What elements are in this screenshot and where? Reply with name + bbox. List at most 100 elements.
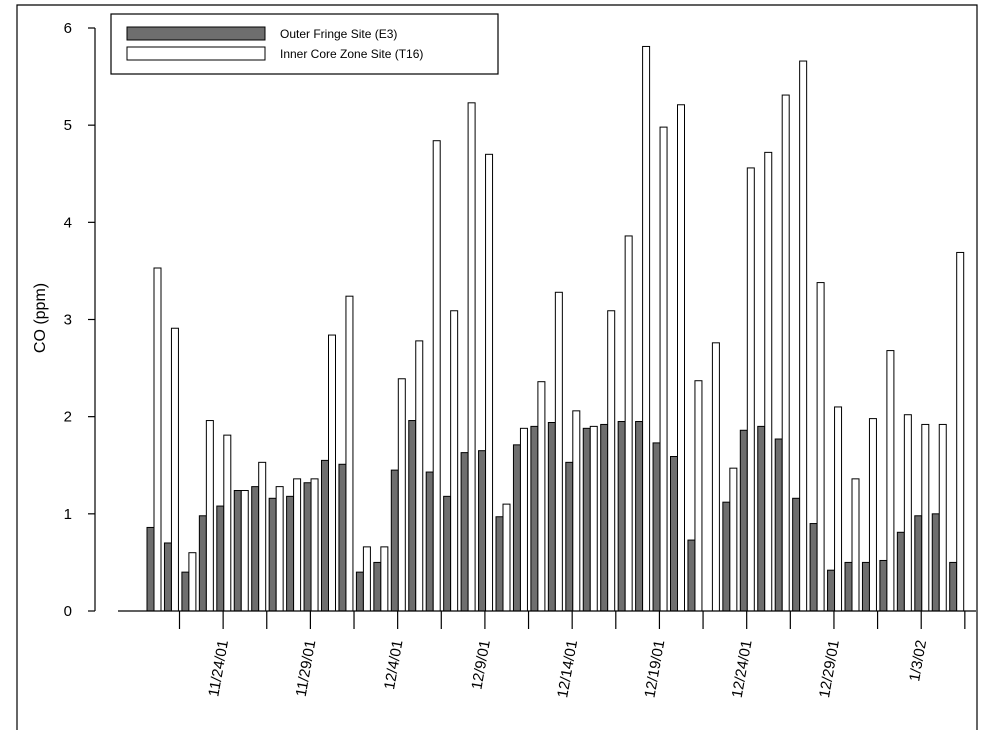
bar-outer-fringe bbox=[390, 469, 399, 612]
bar-outer-fringe bbox=[198, 515, 207, 612]
bar-inner-core bbox=[258, 461, 267, 612]
legend-label: Outer Fringe Site (E3) bbox=[280, 27, 397, 41]
bar-inner-core bbox=[607, 310, 616, 612]
bar-outer-fringe bbox=[216, 505, 225, 612]
bar-outer-fringe bbox=[687, 539, 696, 612]
y-axis-label: CO (ppm) bbox=[32, 283, 49, 353]
bar-inner-core bbox=[903, 414, 912, 612]
y-tick-label: 5 bbox=[64, 117, 72, 134]
y-axis-ticks: 0 1 2 3 4 5 6 bbox=[64, 20, 95, 620]
x-tick-label: 12/19/01 bbox=[641, 639, 668, 699]
bar-inner-core bbox=[764, 151, 773, 612]
bar-outer-fringe bbox=[425, 471, 434, 612]
bar-inner-core bbox=[223, 434, 232, 612]
bar-inner-core bbox=[450, 310, 459, 612]
bar-inner-core bbox=[886, 350, 895, 612]
x-tick-label: 12/14/01 bbox=[554, 639, 581, 699]
legend-box bbox=[110, 13, 499, 75]
bar-outer-fringe bbox=[844, 561, 853, 612]
bar-outer-fringe bbox=[443, 495, 452, 612]
bar-inner-core bbox=[851, 478, 860, 612]
bar-outer-fringe bbox=[286, 495, 295, 612]
bar-inner-core bbox=[781, 94, 790, 612]
bar-inner-core bbox=[240, 490, 249, 612]
y-tick-label: 0 bbox=[64, 603, 72, 620]
bar-outer-fringe bbox=[251, 486, 260, 612]
bar-inner-core bbox=[362, 546, 371, 612]
bar-inner-core bbox=[729, 467, 738, 612]
bar-outer-fringe bbox=[303, 482, 312, 612]
x-tick-label: 12/29/01 bbox=[816, 639, 843, 699]
y-tick-label: 4 bbox=[64, 214, 72, 231]
legend: Outer Fringe Site (E3) Inner Core Zone Si… bbox=[110, 13, 499, 75]
bar-outer-fringe bbox=[617, 421, 626, 612]
bar-outer-fringe bbox=[495, 516, 504, 612]
bar-outer-fringe bbox=[181, 571, 190, 612]
bar-inner-core bbox=[153, 267, 162, 612]
bar-inner-core bbox=[485, 153, 494, 612]
bar-outer-fringe bbox=[792, 497, 801, 612]
bar-outer-fringe bbox=[355, 571, 364, 612]
bar-outer-fringe bbox=[722, 501, 731, 612]
bar-outer-fringe bbox=[530, 425, 539, 612]
bar-outer-fringe bbox=[582, 427, 591, 612]
y-tick-label: 6 bbox=[64, 20, 72, 37]
bar-outer-fringe bbox=[373, 561, 382, 612]
bar-inner-core bbox=[624, 235, 633, 612]
bar-inner-core bbox=[415, 340, 424, 612]
x-tick-label: 1/3/02 bbox=[906, 639, 930, 683]
bar-outer-fringe bbox=[827, 569, 836, 612]
bar-inner-core bbox=[868, 418, 877, 612]
bar-outer-fringe bbox=[565, 461, 574, 612]
bar-inner-core bbox=[834, 406, 843, 612]
y-tick-label: 2 bbox=[64, 409, 72, 426]
bar-outer-fringe bbox=[408, 420, 417, 612]
bars-group bbox=[146, 45, 965, 612]
x-tick-label: 12/4/01 bbox=[381, 639, 406, 691]
bar-outer-fringe bbox=[652, 442, 661, 612]
bar-inner-core bbox=[205, 420, 214, 612]
bar-outer-fringe bbox=[896, 531, 905, 612]
x-tick-label: 12/9/01 bbox=[468, 639, 493, 691]
bar-outer-fringe bbox=[879, 559, 888, 612]
bar-outer-fringe bbox=[670, 456, 678, 612]
bar-inner-core bbox=[380, 546, 389, 612]
bar-inner-core bbox=[572, 410, 581, 612]
bar-inner-core bbox=[956, 251, 965, 612]
bar-inner-core bbox=[170, 327, 179, 612]
x-tick-label: 11/24/01 bbox=[205, 639, 232, 698]
bar-inner-core bbox=[537, 381, 546, 612]
bar-inner-core bbox=[345, 295, 354, 612]
bar-outer-fringe bbox=[321, 459, 329, 612]
bar-outer-fringe bbox=[460, 452, 469, 612]
bar-outer-fringe bbox=[774, 438, 783, 612]
bar-outer-fringe bbox=[914, 515, 923, 612]
bar-inner-core bbox=[711, 342, 720, 612]
x-tick-label: 12/24/01 bbox=[729, 639, 756, 699]
outer-frame bbox=[16, 4, 978, 730]
bar-outer-fringe bbox=[600, 423, 609, 612]
bar-inner-core bbox=[677, 104, 685, 612]
bar-inner-core bbox=[188, 552, 197, 612]
bar-outer-fringe bbox=[233, 490, 242, 612]
bar-inner-core bbox=[816, 282, 825, 612]
legend-label: Inner Core Zone Site (T16) bbox=[280, 47, 423, 61]
bar-outer-fringe bbox=[478, 450, 487, 612]
bar-inner-core bbox=[799, 60, 808, 612]
x-axis-ticks: 11/24/01 11/29/01 12/4/01 12/9/01 12/14/01 12… bbox=[178, 611, 966, 699]
bar-outer-fringe bbox=[809, 523, 818, 612]
bar-inner-core bbox=[432, 140, 441, 612]
y-tick-label: 1 bbox=[64, 506, 72, 523]
bar-inner-core bbox=[642, 45, 651, 612]
bar-inner-core bbox=[694, 380, 703, 612]
x-tick-label: 11/29/01 bbox=[293, 639, 320, 698]
bar-inner-core bbox=[275, 486, 284, 612]
legend-swatch bbox=[126, 26, 266, 41]
bar-inner-core bbox=[589, 425, 598, 612]
bar-inner-core bbox=[921, 423, 930, 612]
chart-frame bbox=[16, 4, 978, 730]
bar-outer-fringe bbox=[949, 561, 958, 612]
bar-outer-fringe bbox=[512, 444, 521, 612]
bar-inner-core bbox=[938, 423, 947, 612]
